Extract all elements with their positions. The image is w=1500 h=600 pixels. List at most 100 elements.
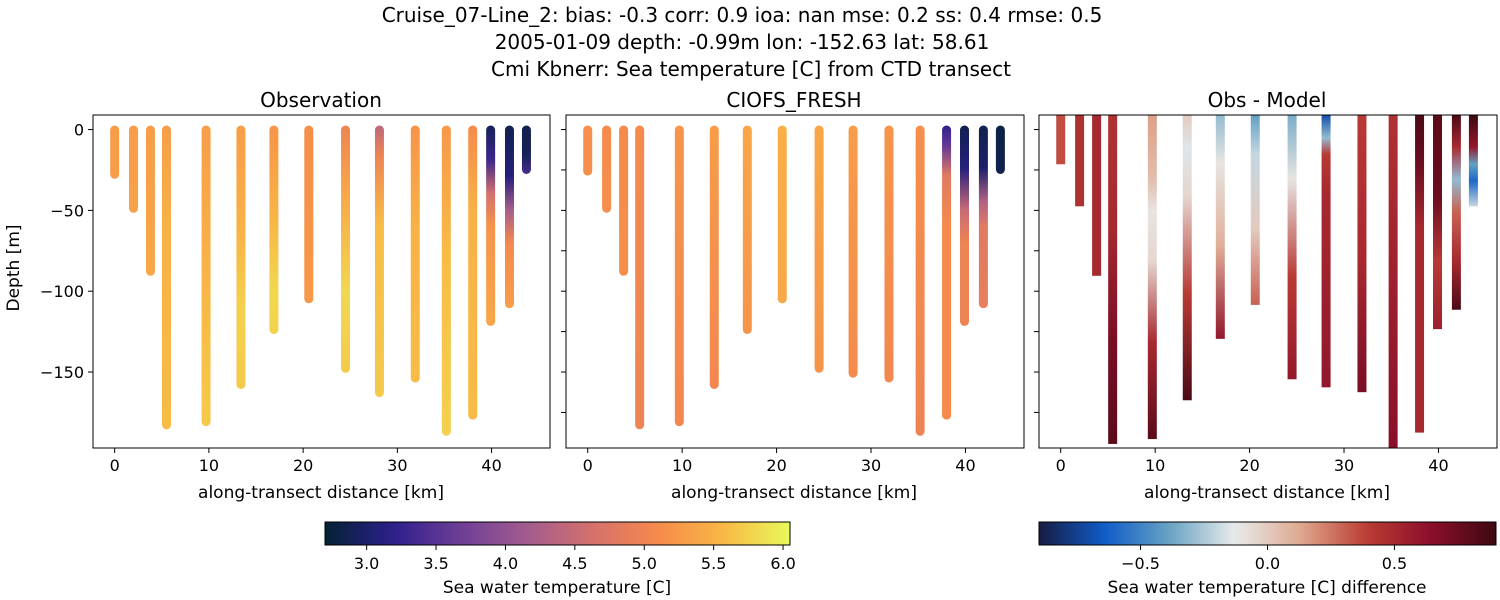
suptitle: Cruise_07-Line_2: bias: -0.3 corr: 0.9 i…: [382, 3, 1103, 81]
station-profiles: [583, 125, 1005, 436]
colorbar-tick-label: 3.0: [354, 554, 379, 573]
station-profile-0km: [583, 125, 593, 176]
station-profile-38km: [468, 125, 478, 420]
station-profile-41.9km: [978, 125, 988, 309]
x-axis-ticks: 0 10 20 30 40: [583, 448, 976, 475]
x-tick-label: 10: [672, 456, 692, 475]
x-axis-label: along-transect distance [km]: [198, 483, 444, 503]
station-profile-16.9km: [1215, 115, 1225, 339]
x-tick-label: 30: [387, 456, 407, 475]
y-tick-label: 0: [74, 121, 84, 140]
suptitle-line-1: Cruise_07-Line_2: bias: -0.3 corr: 0.9 i…: [382, 3, 1103, 27]
y-axis-ticks: [1034, 129, 1039, 413]
colorbar-ticks: −0.5 0.0 0.5: [1121, 545, 1407, 573]
station-profile-43.7km: [995, 125, 1005, 174]
station-profile-41.9km: [1451, 115, 1461, 310]
colorbar-label: Sea water temperature [C]: [443, 578, 671, 598]
station-profile-9.7km: [674, 125, 684, 427]
y-axis-ticks: [561, 129, 566, 413]
station-profiles: [1056, 115, 1478, 448]
station-profile-38km: [942, 125, 952, 420]
x-axis-ticks: 0 10 20 30 40: [110, 448, 502, 475]
station-profile-20.6km: [1250, 115, 1260, 305]
station-profile-24.5km: [1287, 115, 1297, 380]
x-axis-label: along-transect distance [km]: [671, 483, 917, 503]
x-tick-label: 40: [481, 456, 501, 475]
station-profile-0km: [1056, 115, 1066, 165]
station-profile-2km: [1075, 115, 1085, 207]
station-profile-2km: [602, 125, 612, 213]
colorbar-gradient: [325, 522, 790, 545]
colorbar-tick-label: −0.5: [1121, 554, 1160, 573]
panel-title: Obs - Model: [1208, 88, 1327, 112]
colorbar-tick-label: 4.0: [493, 554, 518, 573]
station-profile-16.9km: [742, 125, 752, 334]
station-profile-13.4km: [709, 125, 719, 389]
x-tick-label: 20: [1239, 456, 1259, 475]
x-tick-label: 10: [199, 456, 219, 475]
colorbar-temperature: 3.0 3.5 4.0 4.5 5.0 5.5 6.0 Sea water temperat…: [324, 521, 796, 598]
station-profile-35.2km: [1388, 115, 1398, 448]
colorbar-tick-label: 6.0: [770, 554, 795, 573]
station-profile-39.9km: [960, 125, 970, 326]
station-profile-0km: [110, 125, 120, 179]
colorbar-difference: −0.5 0.0 0.5 Sea water temperature [C] dif…: [1038, 521, 1497, 598]
station-profile-31.9km: [884, 125, 894, 383]
x-tick-label: 0: [110, 456, 120, 475]
y-axis-ticks: 0 −50 −100 −150: [40, 121, 93, 382]
colorbar-label: Sea water temperature [C] difference: [1107, 578, 1426, 598]
station-profile-13.4km: [1182, 115, 1192, 401]
station-profile-41.9km: [504, 125, 514, 309]
colorbar-tick-label: 0.0: [1255, 554, 1280, 573]
panel-obs-minus-model: Obs - Model 0 10 20 30 40 along-transect dis…: [1034, 88, 1498, 503]
colorbar-ticks: 3.0 3.5 4.0 4.5 5.0 5.5 6.0: [354, 545, 796, 573]
y-axis-label: Depth [m]: [4, 224, 24, 311]
x-tick-label: 0: [1056, 456, 1066, 475]
x-tick-label: 30: [861, 456, 881, 475]
station-profile-39.9km: [1433, 115, 1443, 330]
panel-title: Observation: [260, 88, 382, 112]
station-profiles: [110, 125, 531, 436]
plot-frame: [92, 114, 551, 449]
panel-ciofs-fresh: CIOFS_FRESH 0 10 20 30 40 along-transect dis…: [561, 88, 1025, 503]
station-profile-35.2km: [915, 125, 925, 436]
station-profile-2km: [129, 125, 139, 213]
station-profile-20.6km: [304, 125, 314, 304]
x-tick-label: 30: [1334, 456, 1354, 475]
x-tick-label: 40: [1428, 456, 1448, 475]
colorbar-gradient: [1039, 522, 1496, 545]
x-axis-ticks: 0 10 20 30 40: [1056, 448, 1449, 475]
plot-frame: [1038, 114, 1498, 449]
y-tick-label: −150: [40, 363, 84, 382]
colorbar-tick-label: 3.5: [423, 554, 448, 573]
x-tick-label: 40: [955, 456, 975, 475]
plot-frame: [565, 114, 1025, 449]
station-profile-5.5km: [161, 125, 171, 430]
station-profile-31.9km: [1357, 115, 1367, 393]
x-tick-label: 10: [1145, 456, 1165, 475]
panel-title: CIOFS_FRESH: [726, 88, 861, 112]
colorbar-frame: [324, 521, 791, 546]
colorbar-tick-label: 4.5: [562, 554, 587, 573]
station-profile-9.7km: [1147, 115, 1157, 440]
station-profile-35.2km: [441, 125, 451, 436]
station-profile-3.8km: [145, 125, 155, 276]
station-profile-16.9km: [269, 125, 279, 334]
station-profile-28.1km: [1321, 115, 1331, 388]
station-profile-28.1km: [374, 125, 384, 398]
station-profile-31.9km: [410, 125, 420, 383]
station-profile-24.5km: [341, 125, 351, 373]
x-tick-label: 20: [766, 456, 786, 475]
y-tick-label: −100: [40, 282, 84, 301]
panel-observation: Observation 0 10 20 30 40 0 −50 −100 −150 along…: [4, 88, 551, 503]
station-profile-43.7km: [521, 125, 531, 174]
station-profile-5.5km: [1108, 115, 1118, 444]
station-profile-3.8km: [1092, 115, 1102, 276]
colorbar-tick-label: 5.5: [701, 554, 726, 573]
station-profile-9.7km: [201, 125, 211, 427]
station-profile-20.6km: [777, 125, 787, 304]
station-profile-13.4km: [236, 125, 246, 389]
station-profile-38km: [1415, 115, 1425, 433]
station-profile-3.8km: [619, 125, 629, 276]
